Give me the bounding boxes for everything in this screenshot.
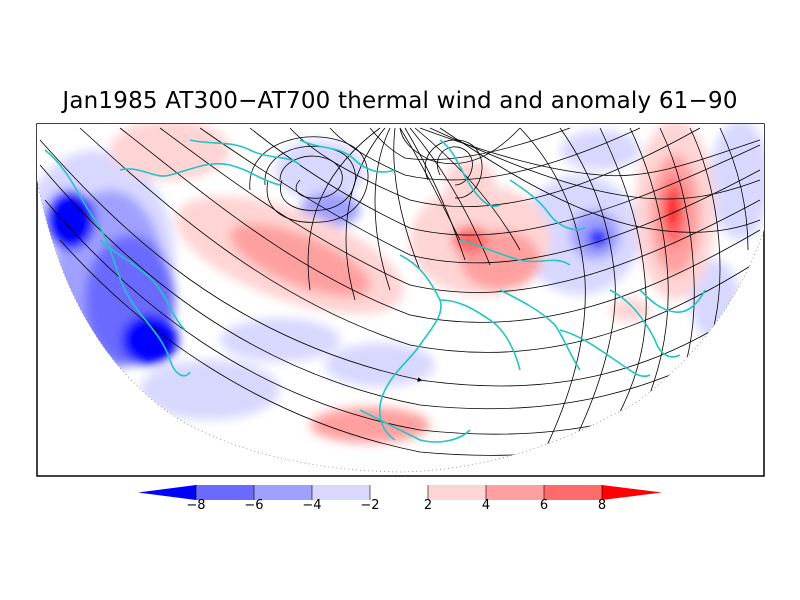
colorbar-swatch bbox=[428, 485, 486, 500]
colorbar-swatch bbox=[486, 485, 544, 500]
colorbar-tick-label: −6 bbox=[244, 498, 264, 513]
colorbar-tick-label: −8 bbox=[186, 498, 206, 513]
colorbar-swatch bbox=[254, 485, 312, 500]
colorbar-tick-label: 2 bbox=[423, 498, 433, 513]
anomaly-negative-north bbox=[275, 140, 365, 200]
colorbar-tick-label: 6 bbox=[539, 498, 549, 513]
colorbar-swatch bbox=[370, 485, 428, 500]
chart-title: Jan1985 AT300−AT700 thermal wind and ano… bbox=[62, 88, 738, 114]
colorbar-arrow-low bbox=[138, 485, 196, 500]
coastlines bbox=[44, 139, 706, 443]
colorbar-swatch bbox=[544, 485, 602, 500]
colorbar-tick-label: −2 bbox=[360, 498, 380, 513]
colorbar-swatch bbox=[196, 485, 254, 500]
colorbar-tick-label: −4 bbox=[302, 498, 322, 513]
colorbar-tick-label: 4 bbox=[481, 498, 491, 513]
colorbar-tick-label: 8 bbox=[597, 498, 607, 513]
colorbar-arrow-high bbox=[602, 485, 662, 500]
colorbar bbox=[138, 485, 662, 500]
colorbar-swatch bbox=[312, 485, 370, 500]
